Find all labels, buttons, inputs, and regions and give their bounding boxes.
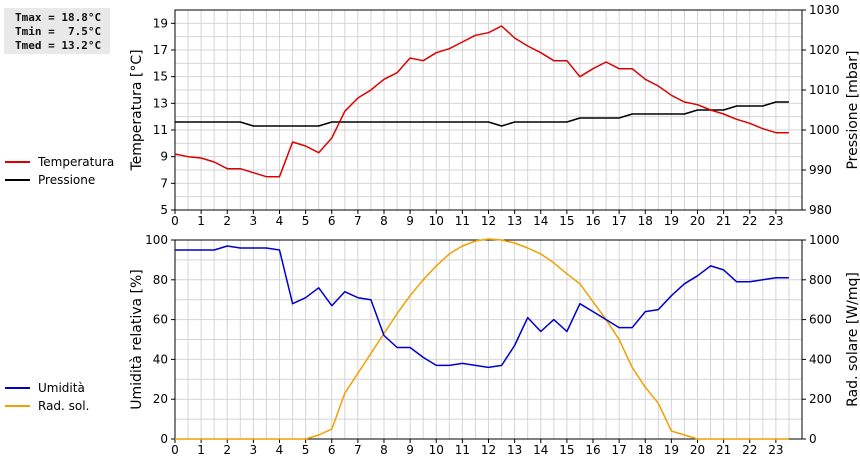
x-tick-label: 21 xyxy=(716,214,731,228)
tmin-stat: Tmin = 7.5°C xyxy=(15,25,102,38)
y-tick-label-left: 5 xyxy=(160,203,168,217)
x-tick-label: 20 xyxy=(690,443,705,457)
x-tick-label: 4 xyxy=(276,214,284,228)
y-tick-label-right: 1000 xyxy=(809,233,840,247)
x-tick-label: 17 xyxy=(611,443,626,457)
stats-box: Tmax = 18.8°C Tmin = 7.5°C Tmed = 13.2°C xyxy=(4,8,110,54)
chart-panel-2: 0 1 2 3 4 5 6 7 8 9 10 11 12 13 14 15 16 17 18 19 20 21 22 2302… xyxy=(5,233,860,457)
x-tick-label: 5 xyxy=(302,214,310,228)
x-tick-label: 15 xyxy=(559,443,574,457)
legend-label: Temperatura xyxy=(37,155,114,169)
x-tick-label: 1 xyxy=(197,214,205,228)
x-tick-label: 14 xyxy=(533,443,548,457)
y-tick-label-right: 600 xyxy=(809,313,832,327)
y-axis-title-left: Umidità relativa [%] xyxy=(129,269,145,410)
x-tick-label: 4 xyxy=(276,443,284,457)
x-tick-label: 16 xyxy=(585,214,600,228)
series-line-umidit- xyxy=(175,245,789,369)
y-tick-label-right: 1010 xyxy=(809,83,840,97)
y-tick-label-left: 15 xyxy=(153,70,168,84)
x-tick-label: 0 xyxy=(171,443,179,457)
y-tick-label-right: 980 xyxy=(809,203,832,217)
x-tick-label: 18 xyxy=(638,443,653,457)
y-tick-label-right: 400 xyxy=(809,352,832,366)
y-tick-label-left: 11 xyxy=(153,123,168,137)
series-line-rad-sol- xyxy=(175,238,789,440)
x-tick-label: 12 xyxy=(481,443,496,457)
x-tick-label: 13 xyxy=(507,214,522,228)
series-line-pressione xyxy=(175,101,789,127)
y-tick-label-left: 20 xyxy=(153,392,168,406)
x-tick-label: 0 xyxy=(171,214,179,228)
y-tick-label-right: 200 xyxy=(809,392,832,406)
x-tick-label: 6 xyxy=(328,443,336,457)
x-tick-label: 11 xyxy=(455,443,470,457)
x-tick-label: 9 xyxy=(406,214,414,228)
x-tick-label: 5 xyxy=(302,443,310,457)
y-tick-label-right: 1030 xyxy=(809,3,840,17)
x-tick-label: 2 xyxy=(223,443,231,457)
tmed-stat: Tmed = 13.2°C xyxy=(15,39,102,52)
y-tick-label-left: 17 xyxy=(153,43,168,57)
x-tick-label: 19 xyxy=(664,443,679,457)
y-tick-label-right: 1000 xyxy=(809,123,840,137)
x-tick-label: 7 xyxy=(354,214,362,228)
y-tick-label-left: 19 xyxy=(153,16,168,30)
x-tick-label: 23 xyxy=(768,214,783,228)
x-tick-label: 23 xyxy=(768,443,783,457)
y-tick-label-left: 80 xyxy=(153,273,168,287)
x-tick-label: 18 xyxy=(638,214,653,228)
x-tick-label: 22 xyxy=(742,443,757,457)
y-tick-label-right: 800 xyxy=(809,273,832,287)
x-tick-label: 10 xyxy=(429,443,444,457)
x-tick-label: 7 xyxy=(354,443,362,457)
x-tick-label: 10 xyxy=(429,214,444,228)
x-tick-label: 13 xyxy=(507,443,522,457)
y-tick-label-right: 0 xyxy=(809,432,817,446)
chart-panel-1: 0 1 2 3 4 5 6 7 8 9 10 11 12 13 14 15 16 17 18 19 20 21 22 2357… xyxy=(5,3,860,228)
series-line-temperatura xyxy=(174,25,789,178)
x-tick-label: 8 xyxy=(380,443,388,457)
x-tick-label: 8 xyxy=(380,214,388,228)
y-tick-label-left: 7 xyxy=(160,176,168,190)
y-tick-label-left: 40 xyxy=(153,352,168,366)
y-tick-label-left: 9 xyxy=(160,150,168,164)
legend-label: Umidità xyxy=(38,381,85,395)
y-tick-label-left: 0 xyxy=(160,432,168,446)
y-axis-title-right: Rad. solare [W/mq] xyxy=(845,272,860,407)
x-tick-label: 9 xyxy=(406,443,414,457)
x-tick-label: 6 xyxy=(328,214,336,228)
y-tick-label-left: 13 xyxy=(153,96,168,110)
x-tick-label: 1 xyxy=(197,443,205,457)
x-tick-label: 19 xyxy=(664,214,679,228)
x-tick-label: 14 xyxy=(533,214,548,228)
x-tick-label: 11 xyxy=(455,214,470,228)
legend-label: Pressione xyxy=(38,173,95,187)
y-tick-label-right: 990 xyxy=(809,163,832,177)
y-axis-title-left: Temperatura [°C] xyxy=(129,49,145,171)
x-tick-label: 21 xyxy=(716,443,731,457)
y-tick-label-left: 60 xyxy=(153,313,168,327)
y-tick-label-right: 1020 xyxy=(809,43,840,57)
x-tick-label: 16 xyxy=(585,443,600,457)
legend-label: Rad. sol. xyxy=(38,399,89,413)
tmax-stat: Tmax = 18.8°C xyxy=(15,11,102,24)
x-tick-label: 12 xyxy=(481,214,496,228)
y-tick-label-left: 100 xyxy=(145,233,168,247)
x-tick-label: 17 xyxy=(611,214,626,228)
x-tick-label: 3 xyxy=(250,443,258,457)
x-tick-label: 15 xyxy=(559,214,574,228)
x-tick-label: 22 xyxy=(742,214,757,228)
y-axis-title-right: Pressione [mbar] xyxy=(845,50,860,169)
x-tick-label: 2 xyxy=(223,214,231,228)
x-tick-label: 20 xyxy=(690,214,705,228)
x-tick-label: 3 xyxy=(250,214,258,228)
